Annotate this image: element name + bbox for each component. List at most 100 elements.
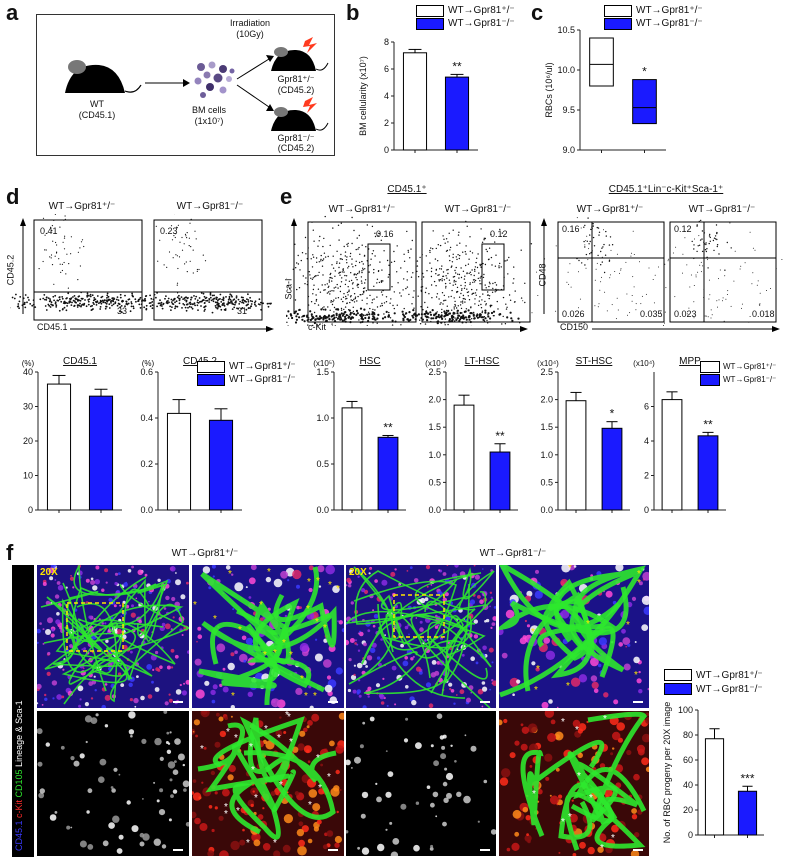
flow-dot — [22, 297, 25, 300]
flow-dot — [630, 255, 632, 257]
flow-dot — [204, 308, 206, 311]
arrow-up-icon — [291, 218, 297, 226]
flow-dot — [599, 289, 601, 291]
asterisk-mark: * — [315, 617, 319, 628]
cell-blob — [473, 619, 478, 624]
flow-dot — [452, 315, 455, 319]
cell-blob — [169, 778, 173, 782]
cell-blob — [208, 805, 213, 809]
cell-blob — [252, 790, 255, 793]
zoom-region-box — [66, 602, 124, 652]
flow-dot — [364, 316, 367, 320]
flow-dot — [178, 297, 180, 300]
cell-blob — [210, 689, 216, 696]
flow-dot — [531, 312, 533, 314]
cell-blob — [489, 605, 491, 608]
flow-dot — [446, 269, 448, 271]
asterisk-mark: * — [561, 717, 565, 728]
flow-dot — [349, 311, 352, 315]
flow-dot — [674, 296, 676, 298]
cell-blob — [466, 697, 471, 703]
flow-dot — [452, 253, 454, 255]
flow-dot — [459, 242, 461, 244]
flow-dot — [592, 225, 594, 227]
flow-dot — [524, 301, 526, 304]
flow-dot — [601, 256, 603, 258]
flow-dot — [116, 304, 119, 307]
significance-mark: * — [642, 65, 647, 79]
cell-blob — [618, 642, 623, 647]
flow-dot — [324, 308, 327, 311]
cell-blob — [273, 850, 281, 856]
flow-dot — [749, 316, 751, 317]
flow-dot — [19, 296, 22, 298]
flow-dot — [441, 278, 443, 280]
flow-dot — [86, 292, 89, 295]
cell-blob — [234, 582, 244, 592]
flow-dot — [491, 291, 494, 293]
flow-dot — [32, 299, 35, 302]
flow-dots-e3 — [522, 217, 706, 326]
flow-dot — [426, 306, 429, 308]
asterisk-mark: * — [600, 843, 604, 854]
cell-blob — [299, 606, 302, 609]
flow-dot — [260, 301, 262, 304]
flow-dot — [429, 251, 431, 254]
flow-dot — [63, 219, 65, 221]
flow-dot — [461, 321, 464, 324]
flow-dot — [217, 299, 219, 302]
flow-dot — [331, 325, 334, 326]
gate-e2 — [481, 243, 505, 291]
flow-dot — [39, 298, 42, 301]
y-tick-label: 0.0 — [540, 505, 553, 515]
flow-dot — [116, 296, 119, 298]
flow-dot — [694, 238, 695, 240]
flow-dot — [471, 288, 473, 291]
flow-dot — [371, 317, 374, 320]
flow-dot — [487, 258, 490, 261]
flow-dot — [48, 304, 51, 307]
cell-blob — [224, 716, 228, 720]
flow-dot — [422, 272, 424, 275]
cell-blob — [312, 803, 321, 812]
flow-dot — [65, 297, 68, 300]
flow-dot — [454, 283, 457, 285]
flow-dot — [76, 306, 79, 308]
arrow-up-icon — [541, 218, 547, 226]
flow-dot — [324, 289, 326, 291]
micro-het-merge-20x — [37, 565, 189, 708]
legend-item-ko: WT→Gpr81⁻/⁻ — [197, 373, 296, 386]
flow-dot — [228, 302, 231, 304]
flow-dot — [419, 323, 422, 325]
flow-dot — [693, 301, 695, 303]
cell-blob — [527, 839, 531, 844]
cell-blob — [248, 577, 256, 585]
micro-ko-merge-zoom: * * * * * * * * * * — [499, 565, 649, 708]
flow-dot — [390, 261, 393, 263]
flow-dot — [360, 276, 363, 278]
flow-dot — [348, 265, 350, 268]
flow-dot — [479, 264, 481, 267]
flow-dot — [412, 272, 414, 274]
flow-dot — [436, 293, 439, 295]
flow-dot — [318, 271, 320, 274]
flow-dot — [390, 298, 392, 300]
cell-blob — [211, 699, 216, 704]
flow-dot — [324, 256, 327, 258]
cell-blob — [367, 695, 370, 698]
flow-dot — [410, 248, 412, 250]
flow-dot — [456, 312, 459, 315]
y-tick-label: 0 — [644, 505, 649, 515]
flow-dot — [449, 259, 451, 262]
flow-dot — [332, 300, 334, 303]
significance-mark: ** — [703, 417, 713, 431]
flow-dot — [481, 241, 484, 243]
legend-label-het: WT→Gpr81⁺/⁻ — [723, 362, 777, 371]
flow-dot — [367, 316, 371, 319]
asterisk-mark: * — [575, 725, 579, 736]
cell-blob — [545, 776, 550, 781]
flow-dot — [600, 264, 602, 266]
bar — [565, 400, 587, 511]
cell-blob — [56, 581, 61, 585]
flow-dot — [369, 307, 371, 310]
